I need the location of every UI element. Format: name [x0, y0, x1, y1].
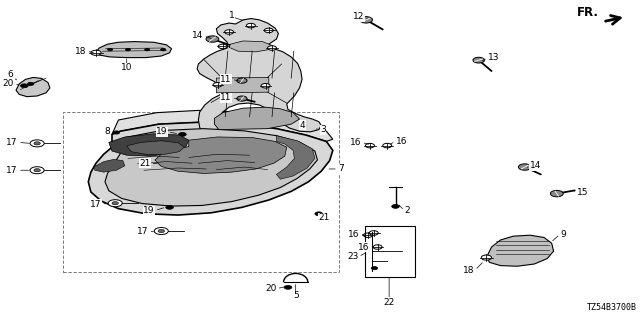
Text: 16: 16 — [358, 243, 370, 252]
Circle shape — [315, 212, 323, 216]
Text: FR.: FR. — [577, 6, 598, 19]
Text: 17: 17 — [6, 138, 18, 147]
Text: 1: 1 — [229, 12, 235, 20]
Circle shape — [369, 231, 378, 235]
Circle shape — [91, 50, 101, 55]
Polygon shape — [155, 137, 287, 173]
Circle shape — [213, 83, 222, 87]
Circle shape — [145, 48, 150, 51]
Text: 13: 13 — [488, 53, 499, 62]
Circle shape — [112, 202, 118, 205]
Circle shape — [125, 48, 131, 51]
Circle shape — [154, 228, 168, 235]
Text: 7: 7 — [338, 164, 344, 173]
Text: 18: 18 — [463, 266, 475, 275]
Circle shape — [518, 164, 531, 170]
Text: 19: 19 — [143, 206, 155, 215]
Circle shape — [158, 229, 164, 233]
Circle shape — [28, 82, 34, 85]
Text: 6: 6 — [8, 70, 13, 79]
Circle shape — [237, 96, 247, 101]
Text: 23: 23 — [347, 252, 358, 261]
Text: 17: 17 — [90, 200, 101, 209]
Text: 12: 12 — [353, 12, 365, 21]
Text: 16: 16 — [396, 137, 407, 146]
Circle shape — [392, 204, 399, 208]
Circle shape — [161, 48, 166, 51]
Polygon shape — [105, 129, 317, 206]
Text: 5: 5 — [293, 292, 298, 300]
Circle shape — [30, 167, 44, 174]
Circle shape — [159, 162, 167, 166]
Polygon shape — [276, 136, 315, 179]
Polygon shape — [16, 77, 50, 97]
Circle shape — [373, 245, 382, 249]
Polygon shape — [95, 159, 125, 172]
Circle shape — [108, 200, 122, 207]
Text: 4: 4 — [300, 121, 305, 130]
Text: 17: 17 — [6, 166, 18, 175]
Circle shape — [364, 233, 372, 237]
Text: 2: 2 — [404, 206, 410, 215]
Circle shape — [383, 143, 392, 148]
Polygon shape — [486, 235, 554, 266]
Circle shape — [371, 267, 378, 270]
Polygon shape — [88, 122, 333, 215]
Circle shape — [218, 44, 227, 49]
Text: 19: 19 — [156, 127, 168, 136]
Polygon shape — [95, 42, 172, 58]
Circle shape — [481, 255, 492, 260]
Polygon shape — [214, 107, 300, 130]
Circle shape — [225, 30, 234, 34]
Circle shape — [166, 205, 173, 209]
Circle shape — [34, 142, 40, 145]
Text: 11: 11 — [220, 93, 232, 102]
Text: 21: 21 — [319, 213, 330, 222]
Circle shape — [30, 140, 44, 147]
Text: 20: 20 — [265, 284, 276, 293]
Text: 16: 16 — [348, 230, 360, 239]
Circle shape — [365, 143, 374, 148]
Circle shape — [108, 48, 113, 51]
Circle shape — [264, 28, 273, 33]
Circle shape — [34, 169, 40, 172]
Text: 3: 3 — [320, 125, 326, 134]
Circle shape — [179, 132, 186, 136]
Text: 22: 22 — [383, 298, 395, 307]
Circle shape — [261, 84, 270, 88]
Polygon shape — [197, 19, 321, 140]
Text: 14: 14 — [530, 161, 541, 170]
Circle shape — [20, 84, 28, 88]
Text: 16: 16 — [350, 138, 362, 147]
Circle shape — [284, 285, 292, 289]
Text: 15: 15 — [577, 188, 589, 197]
Text: 8: 8 — [104, 127, 110, 136]
Text: 14: 14 — [192, 31, 204, 40]
Polygon shape — [112, 110, 333, 141]
Text: 21: 21 — [139, 159, 150, 168]
Circle shape — [246, 23, 255, 28]
Text: 9: 9 — [560, 230, 566, 239]
Text: 20: 20 — [3, 79, 14, 88]
Circle shape — [113, 131, 120, 134]
Circle shape — [550, 190, 563, 197]
Circle shape — [268, 46, 276, 50]
Polygon shape — [229, 41, 272, 52]
Polygon shape — [109, 134, 189, 156]
Polygon shape — [127, 141, 184, 154]
Text: 10: 10 — [121, 63, 132, 72]
Circle shape — [237, 78, 247, 83]
Text: 17: 17 — [137, 228, 148, 236]
Text: 18: 18 — [75, 47, 86, 56]
Circle shape — [473, 57, 484, 63]
Circle shape — [206, 36, 219, 42]
Text: 11: 11 — [220, 75, 232, 84]
Text: TZ54B3700B: TZ54B3700B — [587, 303, 637, 312]
Polygon shape — [216, 77, 269, 93]
Circle shape — [360, 17, 372, 23]
